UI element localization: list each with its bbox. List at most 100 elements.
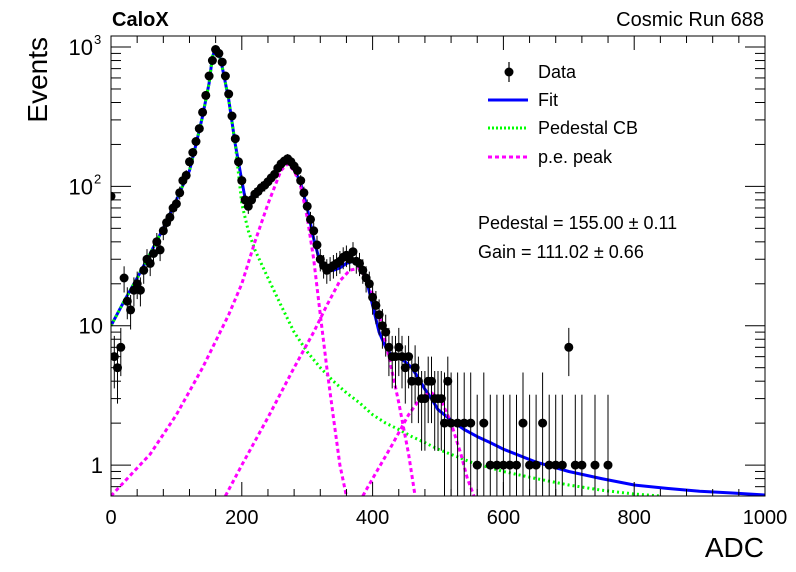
data-point <box>407 376 417 386</box>
x-tick-label: 1000 <box>743 507 788 529</box>
data-point <box>400 363 410 373</box>
y-tick-label: 1 <box>91 453 103 478</box>
data-point <box>381 327 391 337</box>
data-point <box>577 460 587 470</box>
data-point <box>564 342 574 352</box>
data-point <box>214 48 224 58</box>
data-point <box>171 199 181 209</box>
plot-area <box>111 45 765 496</box>
data-point <box>165 212 175 222</box>
series-pedestal-cb-curve <box>111 46 661 496</box>
legend-pedestal-label: Pedestal CB <box>538 118 638 138</box>
data-point <box>446 418 456 428</box>
data-point <box>404 352 414 362</box>
data-point <box>152 237 162 247</box>
data-point <box>181 170 191 180</box>
run-label: Cosmic Run 688 <box>616 9 764 31</box>
legend-pe-label: p.e. peak <box>538 147 613 167</box>
data-point <box>544 460 554 470</box>
y-tick-exponent: 2 <box>94 171 101 186</box>
data-point <box>590 460 600 470</box>
data-point <box>368 292 378 302</box>
data-point <box>410 363 420 373</box>
x-tick-label: 600 <box>487 507 520 529</box>
data-point <box>119 273 129 283</box>
y-tick-label: 10 <box>79 314 103 339</box>
plot-content <box>111 45 765 496</box>
data-point <box>391 352 400 362</box>
data-point <box>603 460 613 470</box>
data-point <box>201 90 211 100</box>
data-point <box>234 157 243 167</box>
data-point <box>364 279 374 289</box>
data-point <box>466 418 476 428</box>
data-point <box>374 310 384 320</box>
data-point <box>135 285 145 295</box>
data-point <box>557 460 567 470</box>
data-point <box>413 376 423 386</box>
data-point <box>309 226 319 236</box>
data-point <box>498 460 508 470</box>
x-tick-label: 0 <box>105 507 116 529</box>
data-point <box>440 418 449 428</box>
data-point <box>551 460 561 470</box>
data-point <box>149 249 158 258</box>
data-point <box>191 137 201 146</box>
data-point <box>505 460 515 470</box>
data-point <box>531 460 541 470</box>
data-point <box>371 300 381 310</box>
data-point <box>348 247 358 257</box>
data-point <box>237 176 247 186</box>
data-point <box>427 376 436 386</box>
data-point <box>145 258 155 268</box>
data-point <box>224 89 234 99</box>
legend: Data Fit Pedestal CB p.e. peak <box>488 62 638 167</box>
data-point <box>459 418 469 428</box>
data-point <box>207 56 217 65</box>
data-point <box>188 148 198 157</box>
data-point <box>479 418 489 428</box>
data-point <box>420 394 430 404</box>
data-point <box>175 188 185 198</box>
data-point <box>302 201 312 211</box>
y-axis-label: Events <box>22 37 53 123</box>
data-point <box>158 226 168 236</box>
y-tick-exponent: 3 <box>94 32 101 47</box>
x-axis-label: ADC <box>705 532 764 563</box>
data-point <box>126 305 136 315</box>
data-point <box>227 111 237 121</box>
data-point <box>538 418 548 428</box>
y-tick-label: 10 <box>69 174 93 199</box>
data-point <box>518 418 528 428</box>
data-point <box>358 265 368 275</box>
data-point <box>443 376 453 386</box>
data-point <box>397 352 407 362</box>
data-point <box>485 460 495 470</box>
data-point <box>472 460 482 470</box>
data-point <box>570 460 580 470</box>
x-tick-label: 800 <box>618 507 651 529</box>
y-tick-label: 10 <box>69 35 93 60</box>
data-point <box>198 107 208 117</box>
x-tick-label: 200 <box>225 507 258 529</box>
data-point <box>296 176 306 186</box>
data-point <box>185 157 194 167</box>
data-point <box>122 296 132 306</box>
data-point <box>394 342 404 352</box>
legend-data-label: Data <box>538 62 577 82</box>
legend-fit-label: Fit <box>538 90 558 110</box>
data-point <box>355 258 364 268</box>
data-point <box>512 460 521 470</box>
gain-result: Gain = 111.02 ± 0.66 <box>478 242 644 262</box>
data-point <box>492 460 502 470</box>
data-point <box>155 245 165 255</box>
data-point <box>220 71 230 81</box>
experiment-title: CaloX <box>112 9 169 31</box>
data-point <box>436 394 446 404</box>
data-point <box>312 240 322 250</box>
legend-data-marker <box>504 62 514 82</box>
x-tick-label: 400 <box>356 507 389 529</box>
data-point <box>194 124 204 134</box>
